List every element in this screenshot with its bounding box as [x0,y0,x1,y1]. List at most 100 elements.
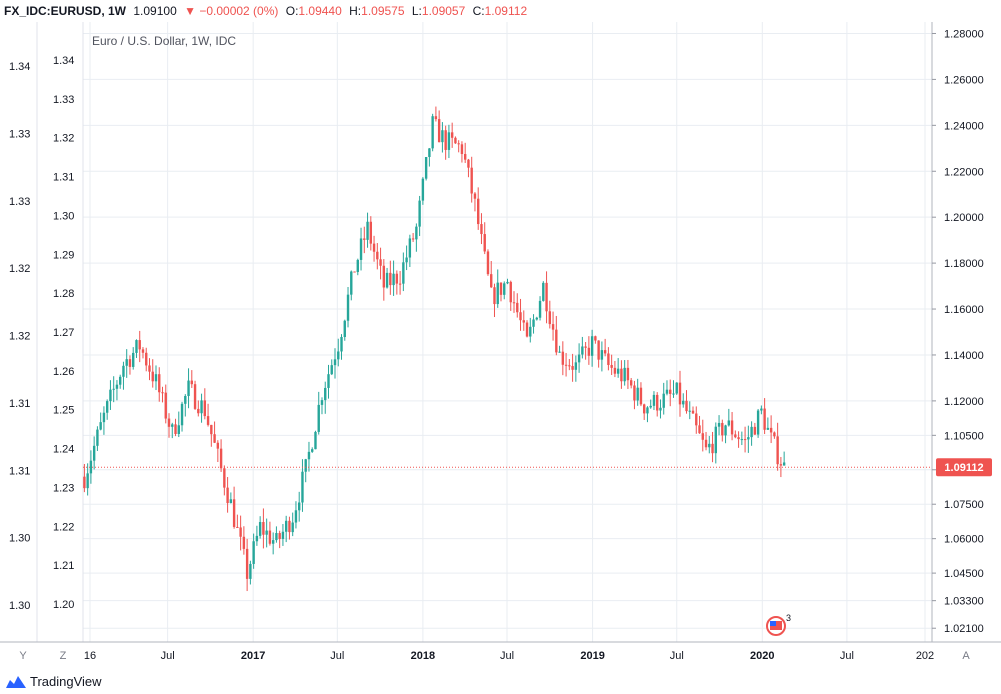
time-axis[interactable]: 16 Jul 2017 Jul 2018 Jul 2019 Jul 2020 Jul 202 [84,650,934,662]
candle-body [330,365,333,375]
tradingview-logo-icon[interactable] [6,676,26,688]
candle [496,269,499,308]
candle [620,360,623,389]
candle [271,532,275,555]
candle [151,359,154,388]
candle [229,492,233,504]
candle [525,320,529,338]
candle-body [499,282,503,295]
candle [538,296,542,321]
candle-body [665,389,669,394]
candle [174,418,177,437]
candle [356,258,359,276]
candle-body [190,380,193,385]
candle-body [568,365,571,367]
candle [304,458,307,483]
tradingview-brand[interactable]: TradingView [30,674,102,689]
candle [200,393,203,423]
outer-scale-label: 1.32 [9,331,30,343]
candle-body [623,367,626,382]
candle-body [685,400,688,412]
candle [587,336,591,365]
candle-body [691,410,695,414]
candle [493,283,496,318]
candle [359,227,363,271]
candle-body [766,427,770,430]
candle [675,382,678,395]
candle [454,136,457,144]
inner-scale-label: 1.30 [53,210,74,222]
candle [714,422,717,464]
price-tick-label: 1.14000 [944,350,984,362]
candle [327,364,330,399]
candle-body [86,473,89,489]
candle [607,347,610,371]
candle-body [616,368,620,374]
candle-body [141,349,145,353]
us-flag-event-icon[interactable]: 3 [766,613,791,636]
candle-body [669,389,672,394]
candle-body [216,442,220,449]
candle [721,419,724,442]
candle [652,391,656,411]
candle [122,361,125,390]
price-chart[interactable]: Euro / U.S. Dollar, 1W, IDC 1.34 1.33 1.33… [0,0,1001,668]
candle-body [760,408,763,411]
inner-scale-label: 1.31 [53,172,74,184]
candle [431,113,434,152]
svg-text:Y: Y [19,650,27,662]
inner-scale-label: 1.25 [53,405,74,417]
candle [346,286,350,328]
candle-body [639,387,643,405]
candle-body [467,159,470,168]
candle [382,259,386,301]
candle-body [203,400,207,417]
candle [734,430,737,439]
candle-body [278,533,281,539]
candle [669,379,672,407]
candle-body [356,259,359,272]
candle-body [721,422,724,436]
candle [216,440,220,462]
symbol-label[interactable]: FX_IDC:EURUSD, 1W [4,4,127,18]
candle [480,213,483,245]
candle-body [154,374,158,382]
candle [646,406,649,423]
candle [506,278,509,285]
candle-body [180,403,184,426]
candle-body [633,385,636,401]
candle-body [258,522,262,536]
svg-text:A: A [962,650,970,662]
candle-body [324,387,327,401]
candle [226,477,229,513]
candle-body [704,439,708,448]
z-axis-button[interactable]: Z [52,647,74,663]
auto-scale-button[interactable]: A [962,650,970,662]
candle [398,271,402,295]
candle-body [503,283,506,295]
inner-scale-label: 1.23 [53,482,74,494]
candle-body [529,326,532,337]
outer-left-scale: 1.34 1.33 1.33 1.32 1.32 1.31 1.31 1.30 1.30 [9,61,30,612]
candle-body [428,148,431,158]
candle-body [307,451,311,460]
candle-body [590,336,594,356]
candle [245,538,249,592]
candle [83,463,86,493]
inner-scale-label: 1.26 [53,366,74,378]
y-axis-button[interactable]: Y [12,647,34,663]
candle [486,249,490,276]
candle [392,260,395,296]
candle-body [695,413,698,426]
candle [477,187,480,230]
candle [405,245,408,271]
candle [756,408,760,438]
candle-body [366,221,369,240]
candle [581,336,584,359]
candle [773,431,776,439]
candle-body [402,262,405,284]
price-tick-label: 1.10500 [944,430,984,442]
candle [753,422,757,435]
candle [102,406,106,435]
candle [389,260,392,295]
